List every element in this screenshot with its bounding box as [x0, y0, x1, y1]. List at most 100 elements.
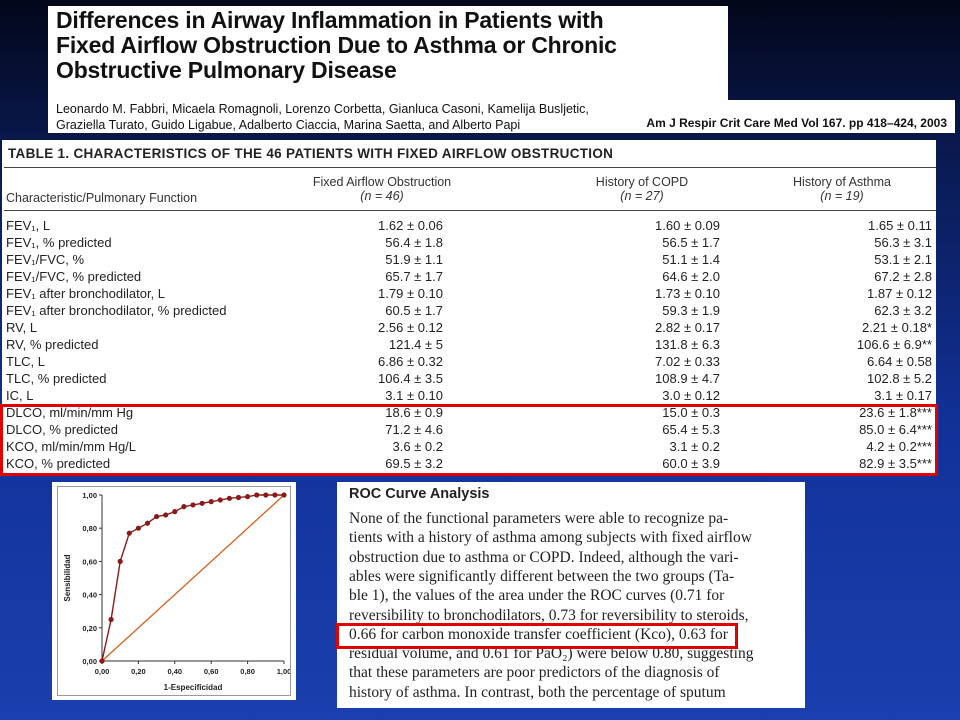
- row-copd: 59.3 ± 1.9: [662, 303, 720, 318]
- row-label: TLC, L: [6, 354, 46, 369]
- y-tick-label: 0,00: [82, 657, 97, 666]
- y-tick-label: 1,00: [82, 491, 97, 500]
- paragraph-line: ables were significantly different betwe…: [349, 567, 735, 585]
- row-fixed: 56.4 ± 1.8: [385, 235, 443, 250]
- y-tick-label: 0,20: [82, 624, 97, 633]
- roc-text-box: ROC Curve Analysis None of the functiona…: [337, 482, 805, 708]
- row-asthma: 82.9 ± 3.5***: [859, 456, 932, 471]
- table-row: RV, % predicted 121.4 ± 5 131.8 ± 6.3 106.6…: [2, 336, 936, 353]
- row-fixed: 60.5 ± 1.7: [385, 303, 443, 318]
- y-tick-label: 0,80: [82, 524, 97, 533]
- row-label: FEV₁/FVC, % predicted: [6, 269, 142, 284]
- row-asthma: 1.65 ± 0.11: [868, 218, 932, 233]
- row-asthma: 1.87 ± 0.12: [867, 286, 932, 301]
- y-tick-label: 0,60: [82, 557, 97, 566]
- roc-point: [172, 509, 178, 515]
- roc-point: [126, 530, 132, 536]
- row-asthma: 106.6 ± 6.9**: [856, 337, 932, 352]
- roc-point: [135, 525, 141, 531]
- row-fixed: 65.7 ± 1.7: [385, 269, 443, 284]
- journal-citation: Am J Respir Crit Care Med Vol 167. pp 41…: [646, 116, 947, 130]
- header-fixed: Fixed Airflow Obstruction (n = 46): [292, 175, 472, 203]
- article-title-line-1: Differences in Airway Inflammation in Pa…: [56, 7, 604, 33]
- paragraph-line: obstruction due to asthma or COPD. Indee…: [349, 548, 739, 566]
- row-label: KCO, ml/min/mm Hg/L: [6, 439, 137, 454]
- row-fixed: 18.6 ± 0.9: [385, 405, 443, 420]
- row-label: FEV₁/FVC, %: [6, 252, 85, 267]
- roc-point: [181, 504, 187, 510]
- row-label: RV, % predicted: [6, 337, 99, 352]
- roc-point: [263, 492, 269, 498]
- roc-point: [117, 558, 123, 564]
- row-fixed: 3.6 ± 0.2: [392, 439, 443, 454]
- row-copd: 108.9 ± 4.7: [655, 371, 720, 386]
- row-fixed: 2.56 ± 0.12: [378, 320, 443, 335]
- header-fixed-label: Fixed Airflow Obstruction: [312, 175, 452, 189]
- paragraph-line: 0.66 for carbon monoxide transfer coeffi…: [349, 625, 728, 643]
- row-fixed: 106.4 ± 3.5: [378, 371, 443, 386]
- x-tick-label: 0,20: [131, 667, 146, 676]
- authors-box: Leonardo M. Fabbri, Micaela Romagnoli, L…: [48, 100, 955, 133]
- roc-chart: 0,00 0,20 0,40 0,60 0,80 1,00 0,00 0,20 0,40 0,60…: [63, 491, 291, 692]
- row-label: DLCO, % predicted: [6, 422, 118, 437]
- x-tick-label: 0,80: [240, 667, 255, 676]
- table-row: TLC, L 6.86 ± 0.32 7.02 ± 0.33 6.64 ± 0.58: [2, 353, 936, 370]
- row-asthma: 2.21 ± 0.18*: [861, 320, 932, 335]
- row-fixed: 3.1 ± 0.10: [385, 388, 443, 403]
- row-copd: 60.0 ± 3.9: [662, 456, 720, 471]
- row-fixed: 69.5 ± 3.2: [385, 456, 443, 471]
- roc-chart-frame: 0,00 0,20 0,40 0,60 0,80 1,00 0,00 0,20 0,40 0,60…: [57, 486, 291, 696]
- paragraph-line: residual volume, and 0.61 for PaO₂) were…: [349, 645, 754, 663]
- row-asthma: 3.1 ± 0.17: [874, 388, 932, 403]
- table-row: KCO, ml/min/mm Hg/L 3.6 ± 0.2 3.1 ± 0.2 4.2…: [2, 438, 936, 455]
- roc-chart-box: 0,00 0,20 0,40 0,60 0,80 1,00 0,00 0,20 0,40 0,60…: [52, 482, 296, 700]
- x-axis-label: 1-Especificidad: [164, 683, 223, 692]
- roc-point: [108, 616, 114, 623]
- row-copd: 15.0 ± 0.3: [662, 405, 720, 420]
- x-tick-label: 0,60: [204, 667, 219, 676]
- row-asthma: 56.3 ± 3.1: [874, 235, 932, 250]
- table-row: IC, L 3.1 ± 0.10 3.0 ± 0.12 3.1 ± 0.17: [2, 387, 936, 404]
- roc-point: [235, 494, 242, 501]
- row-copd: 51.1 ± 1.4: [662, 252, 720, 267]
- article-title-line-3: Obstructive Pulmonary Disease: [56, 57, 397, 83]
- roc-point: [154, 513, 160, 520]
- row-label: TLC, % predicted: [6, 371, 107, 386]
- row-asthma: 53.1 ± 2.1: [874, 252, 932, 267]
- header-copd-n: (n = 27): [620, 189, 664, 203]
- row-fixed: 1.62 ± 0.06: [378, 218, 443, 233]
- row-label: KCO, % predicted: [6, 456, 111, 471]
- header-fixed-n: (n = 46): [360, 189, 404, 203]
- table-row: FEV₁ after bronchodilator, L 1.79 ± 0.10 1…: [2, 285, 936, 302]
- row-asthma: 67.2 ± 2.8: [874, 269, 932, 284]
- header-asthma: History of Asthma (n = 19): [752, 175, 932, 203]
- row-copd: 3.0 ± 0.12: [662, 388, 720, 403]
- row-fixed: 51.9 ± 1.1: [385, 252, 443, 267]
- row-label: DLCO, ml/min/mm Hg: [6, 405, 134, 420]
- row-fixed: 71.2 ± 4.6: [385, 422, 443, 437]
- x-tick-label: 0,40: [167, 667, 182, 676]
- paragraph-line: None of the functional parameters were a…: [349, 510, 729, 527]
- header-asthma-n: (n = 19): [820, 189, 864, 203]
- y-tick-label: 0,40: [82, 591, 97, 600]
- row-label: FEV₁, L: [6, 218, 51, 233]
- paragraph-line: tients with a history of asthma among su…: [349, 529, 752, 547]
- diagonal-line: [101, 494, 285, 662]
- y-axis-label: Sensibilidad: [63, 554, 72, 601]
- header-copd-label: History of COPD: [595, 175, 689, 189]
- roc-point: [245, 494, 251, 500]
- paragraph-line: reversibility to bronchodilators, 0.73 f…: [349, 606, 749, 624]
- roc-point: [281, 492, 287, 498]
- authors-line-2: Graziella Turato, Guido Ligabue, Adalber…: [56, 118, 521, 132]
- row-copd: 7.02 ± 0.33: [655, 354, 720, 369]
- roc-section-heading: ROC Curve Analysis: [349, 486, 490, 502]
- paragraph-line: that these parameters are poor predictor…: [349, 664, 720, 682]
- roc-point: [190, 502, 196, 508]
- table-row: RV, L 2.56 ± 0.12 2.82 ± 0.17 2.21 ± 0.18*: [2, 319, 936, 336]
- row-asthma: 4.2 ± 0.2***: [866, 439, 932, 454]
- row-copd: 56.5 ± 1.7: [662, 235, 720, 250]
- article-title-box: Differences in Airway Inflammation in Pa…: [48, 6, 728, 102]
- roc-point: [217, 497, 223, 503]
- authors-line-1: Leonardo M. Fabbri, Micaela Romagnoli, L…: [56, 102, 589, 116]
- paragraph-line: history of asthma. In contrast, both the…: [349, 683, 726, 701]
